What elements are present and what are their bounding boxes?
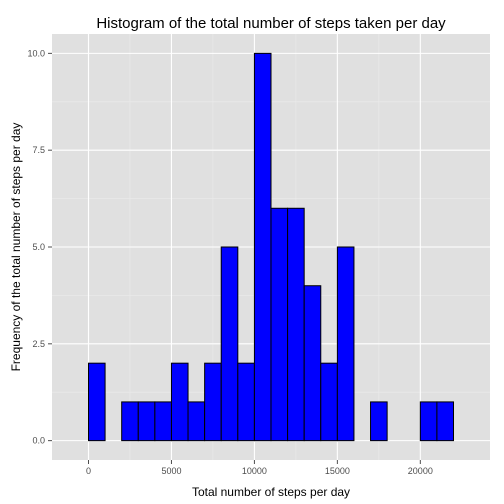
y-tick-label: 0.0 (32, 436, 45, 446)
y-tick-label: 2.5 (32, 339, 45, 349)
histogram-bar (204, 362, 222, 442)
x-tick-label: 10000 (242, 466, 267, 476)
x-tick-label: 5000 (161, 466, 181, 476)
histogram-bar (270, 207, 289, 442)
histogram-bar (320, 362, 338, 442)
x-tick-label: 20000 (408, 466, 433, 476)
histogram-bar (436, 401, 454, 442)
histogram-bar (370, 401, 388, 442)
x-tick-label: 15000 (325, 466, 350, 476)
histogram-bar (121, 401, 139, 442)
histogram-bar (303, 285, 322, 442)
histogram-bar (137, 401, 156, 442)
y-tick-label: 5.0 (32, 242, 45, 252)
histogram-bar (170, 362, 189, 442)
y-axis-ticks: 0.0 2.5 5.0 7.5 10.0 (27, 48, 52, 446)
histogram-bar (220, 246, 239, 442)
histogram-bar (187, 401, 206, 442)
bars-group (88, 52, 454, 442)
histogram-bar (154, 401, 172, 442)
x-tick-label: 0 (86, 466, 91, 476)
histogram-bar (237, 362, 255, 442)
y-tick-label: 7.5 (32, 145, 45, 155)
y-axis-label: Frequency of the total number of steps p… (9, 123, 23, 372)
histogram-bar (336, 246, 355, 442)
histogram-bar (88, 362, 106, 442)
histogram-bar (287, 207, 305, 442)
x-axis-ticks: 0 5000 10000 15000 20000 (86, 460, 433, 476)
y-tick-label: 10.0 (27, 48, 45, 58)
x-axis-label: Total number of steps per day (192, 485, 350, 499)
histogram-bar (419, 401, 438, 442)
histogram-bar (253, 52, 272, 442)
chart-title: Histogram of the total number of steps t… (96, 15, 446, 32)
